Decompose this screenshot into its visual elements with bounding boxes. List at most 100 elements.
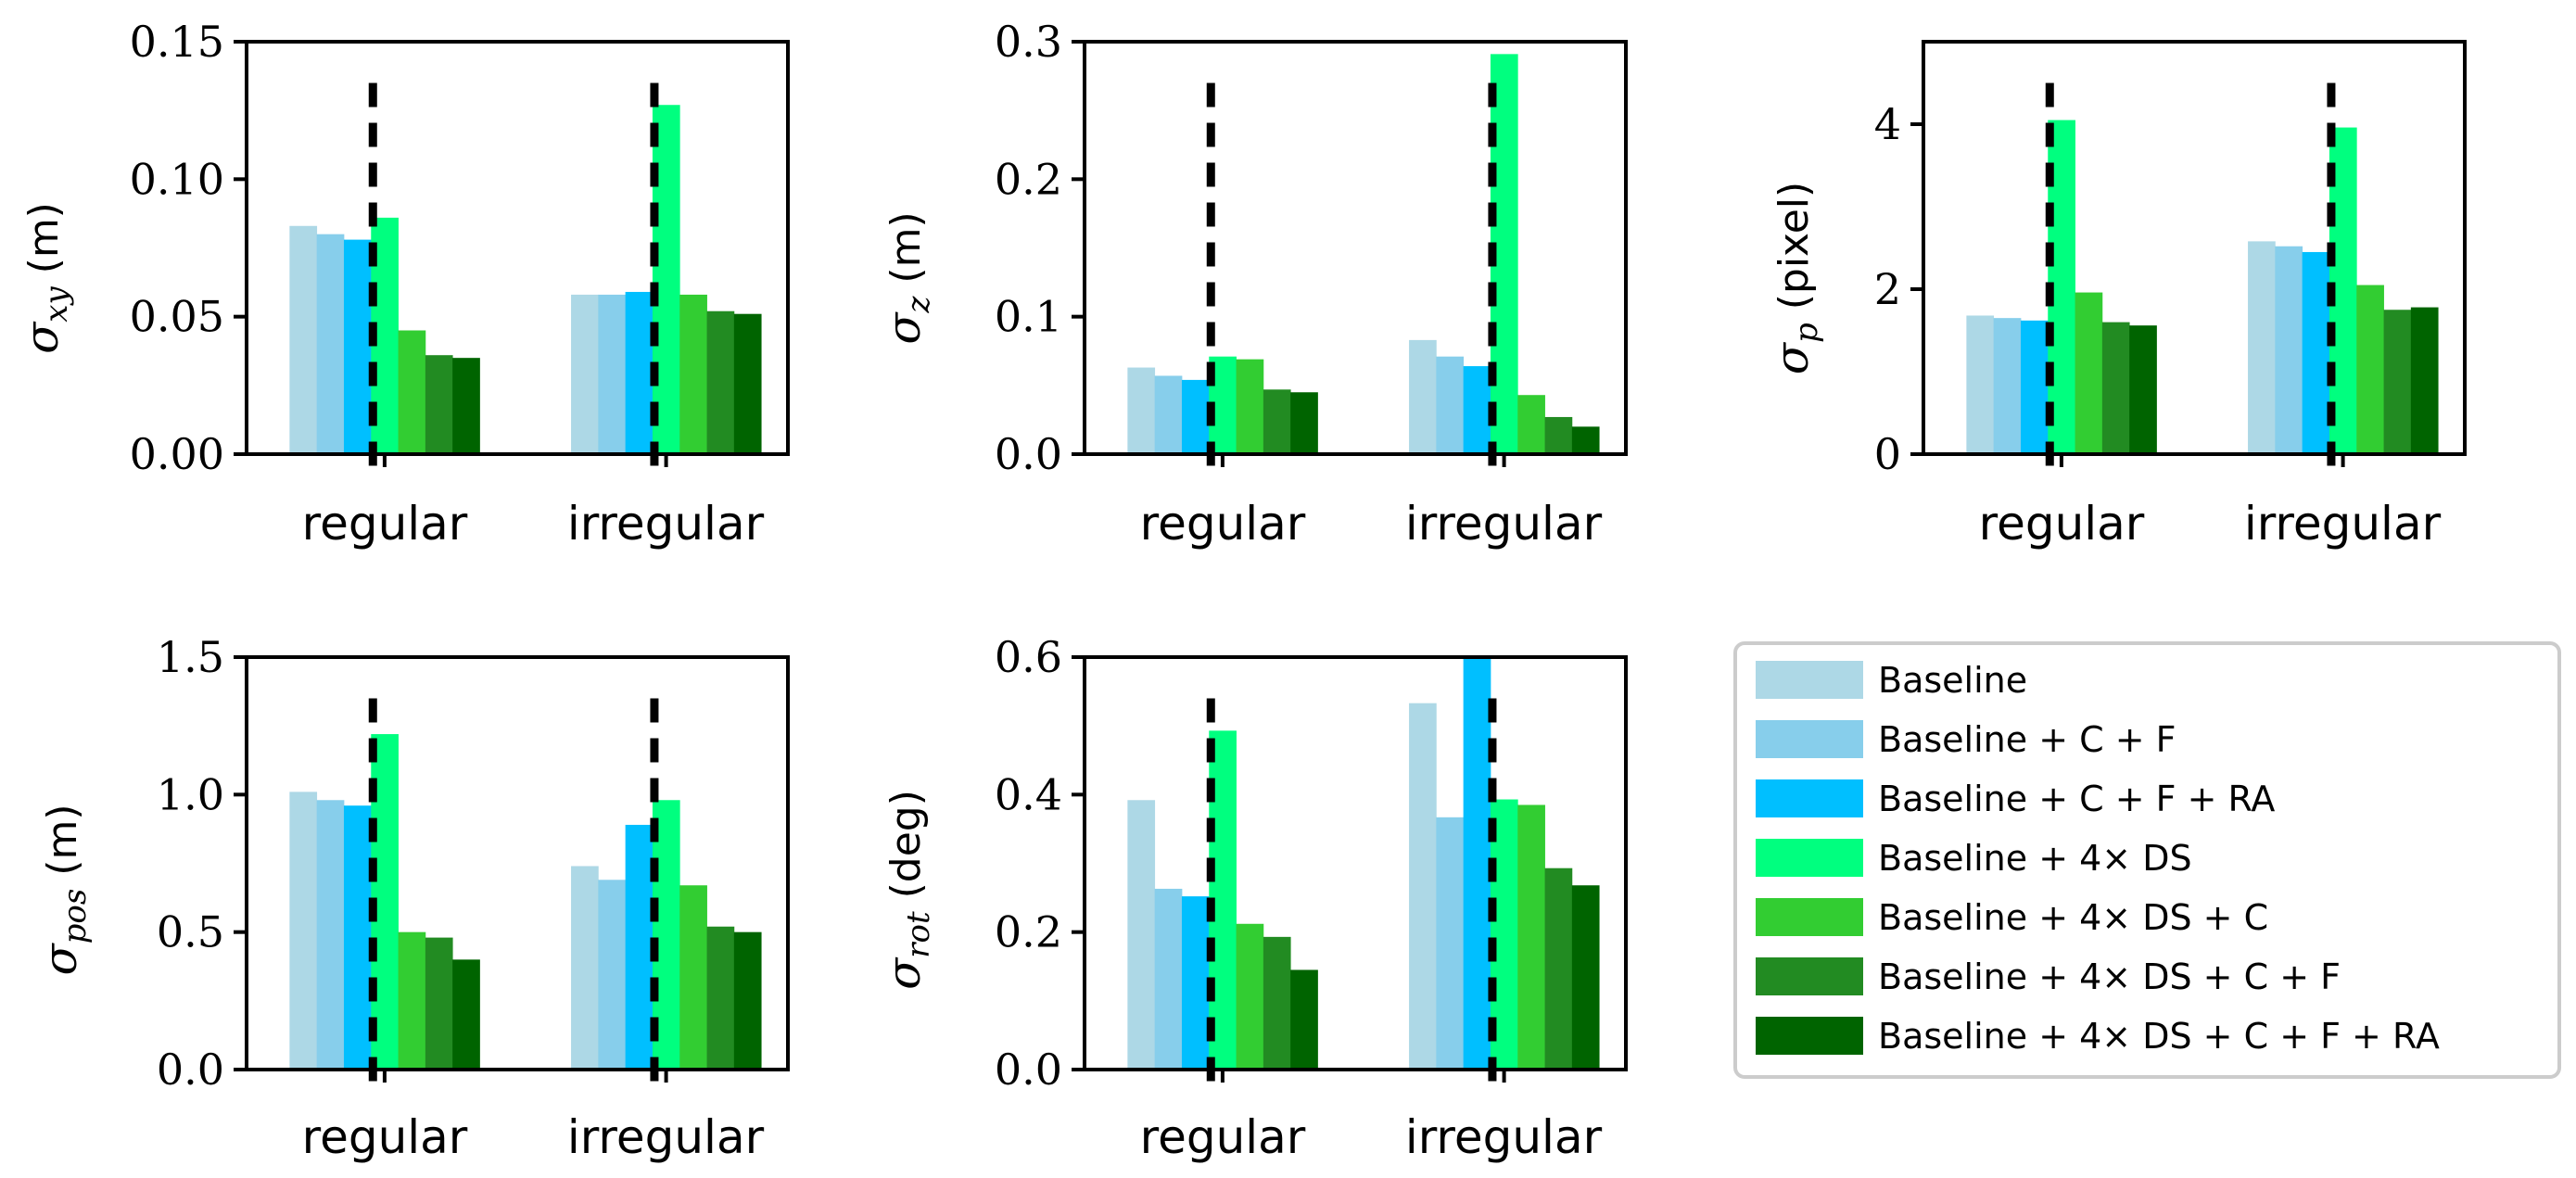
y-label-unit: (m) [882, 211, 930, 283]
y-label-subscript: z [900, 295, 937, 313]
bar-regular-series-5 [1263, 936, 1291, 1070]
x-tick-label-irregular: irregular [1405, 1110, 1603, 1164]
bar-regular-series-2 [1181, 896, 1210, 1070]
svg-text:σz(m): σz (m) [877, 211, 937, 344]
y-label-symbol: σ [877, 956, 931, 990]
bar-irregular-series-1 [1436, 817, 1465, 1070]
axes-frame [245, 40, 790, 456]
y-tick-label: 0.1 [995, 292, 1062, 342]
bar-regular-series-0 [1966, 315, 1995, 454]
bar-regular-series-2 [343, 239, 372, 454]
y-label-symbol: σ [1765, 341, 1819, 374]
bar-regular-series-5 [2101, 322, 2130, 454]
bar-irregular-series-0 [1409, 703, 1437, 1070]
bar-irregular-series-2 [1463, 657, 1491, 1070]
y-label-unit: (deg) [882, 790, 930, 898]
bar-regular-series-1 [1154, 375, 1183, 454]
bar-irregular-series-5 [1544, 868, 1573, 1070]
legend-swatch [1756, 1017, 1863, 1055]
y-tick-label: 0.6 [995, 632, 1062, 682]
y-tick-label: 0.0 [995, 1045, 1062, 1095]
svg-text:σpos(m): σpos (m) [33, 804, 94, 975]
y-tick-label: 0.0 [995, 429, 1062, 479]
bar-regular-series-1 [316, 234, 345, 454]
y-axis-label: σp (pixel) [1765, 182, 1825, 374]
bar-irregular-series-2 [1463, 366, 1491, 454]
bar-irregular-series-5 [2383, 310, 2412, 454]
y-ticks-group: 0.0 0.1 0.2 0.3 [995, 17, 1085, 479]
bar-irregular-series-4 [1517, 804, 1545, 1070]
x-tick-label-regular: regular [1140, 497, 1306, 551]
axes-frame [245, 655, 790, 1071]
bar-irregular-series-2 [625, 291, 654, 454]
bars-group [1127, 54, 1600, 454]
y-ticks-group: 0 2 4 [1874, 99, 1923, 479]
dashed-lines-group [368, 82, 659, 467]
y-label-symbol: σ [33, 943, 87, 976]
y-label-unit: (m) [39, 804, 86, 875]
bar-regular-series-0 [289, 792, 318, 1070]
bar-irregular-series-2 [625, 824, 654, 1070]
y-tick-label: 1.5 [157, 632, 224, 682]
x-tick-label-regular: regular [1979, 497, 2145, 551]
legend-label: Baseline + 4× DS + C + F [1878, 956, 2341, 997]
y-tick-label: 0.0 [157, 1045, 224, 1095]
y-tick-label: 1.0 [157, 769, 224, 819]
axes-group [245, 40, 790, 467]
bar-regular-series-5 [1263, 389, 1291, 454]
bars-group [289, 734, 762, 1070]
y-ticks-group: 0.0 0.5 1.0 1.5 [157, 632, 247, 1095]
bar-regular-series-0 [1127, 800, 1156, 1070]
legend-label: Baseline [1878, 660, 2027, 701]
legend-swatch [1756, 839, 1863, 877]
chart-panel-sigma-p: 0 2 4 regular irregular σp (pixel) [1765, 40, 2467, 551]
bar-regular-series-1 [1993, 318, 2022, 454]
chart-panel-sigma-z: 0.0 0.1 0.2 0.3 regular irregular σz (m) [877, 17, 1628, 551]
bar-irregular-series-6 [2410, 307, 2439, 454]
bar-regular-series-6 [452, 959, 480, 1070]
bar-regular-series-4 [398, 931, 426, 1070]
y-label-subscript: p [1788, 323, 1825, 343]
y-axis-label: σpos (m) [33, 804, 94, 975]
y-label-subscript: rot [900, 911, 937, 958]
bar-regular-series-6 [452, 358, 480, 454]
bar-regular-series-1 [316, 800, 345, 1070]
bar-regular-series-5 [425, 355, 453, 454]
bar-regular-series-4 [2075, 292, 2103, 454]
y-tick-label: 0.05 [130, 292, 224, 342]
bar-regular-series-5 [425, 937, 453, 1070]
dashed-lines-group [2045, 82, 2336, 467]
y-axis-label: σxy (m) [15, 202, 75, 354]
y-tick-label: 4 [1874, 99, 1901, 149]
y-label-unit: (m) [20, 202, 68, 273]
bar-irregular-series-4 [679, 294, 707, 454]
dashed-lines-group [1206, 82, 1497, 467]
bar-irregular-series-1 [2275, 246, 2303, 454]
bar-irregular-series-5 [706, 926, 735, 1070]
legend-label: Baseline + 4× DS + C [1878, 897, 2268, 938]
legend-frame [1733, 641, 2561, 1079]
y-tick-label: 0.5 [157, 907, 224, 957]
y-tick-label: 0 [1874, 429, 1901, 479]
x-tick-label-irregular: irregular [2244, 497, 2442, 551]
bar-regular-series-6 [1290, 969, 1318, 1070]
y-tick-label: 2 [1874, 264, 1901, 314]
x-tick-label-regular: regular [302, 1110, 468, 1164]
x-tick-label-irregular: irregular [1405, 497, 1603, 551]
dashed-lines-group [1206, 698, 1497, 1083]
svg-text:σrot(deg): σrot (deg) [877, 790, 937, 990]
bar-regular-series-4 [1236, 923, 1264, 1070]
legend-label: Baseline + C + F [1878, 719, 2176, 760]
x-tick-label-regular: regular [302, 497, 468, 551]
axes-group [245, 655, 790, 1083]
bar-regular-series-0 [1127, 367, 1156, 454]
bars-group [1966, 120, 2439, 455]
y-label-unit: (pixel) [1770, 182, 1818, 310]
bar-irregular-series-4 [2356, 285, 2384, 454]
legend-swatch [1756, 898, 1863, 936]
bar-irregular-series-6 [1571, 426, 1600, 454]
x-tick-label-irregular: irregular [567, 497, 765, 551]
x-tick-label-irregular: irregular [567, 1110, 765, 1164]
svg-text:σp(pixel): σp (pixel) [1765, 182, 1825, 374]
